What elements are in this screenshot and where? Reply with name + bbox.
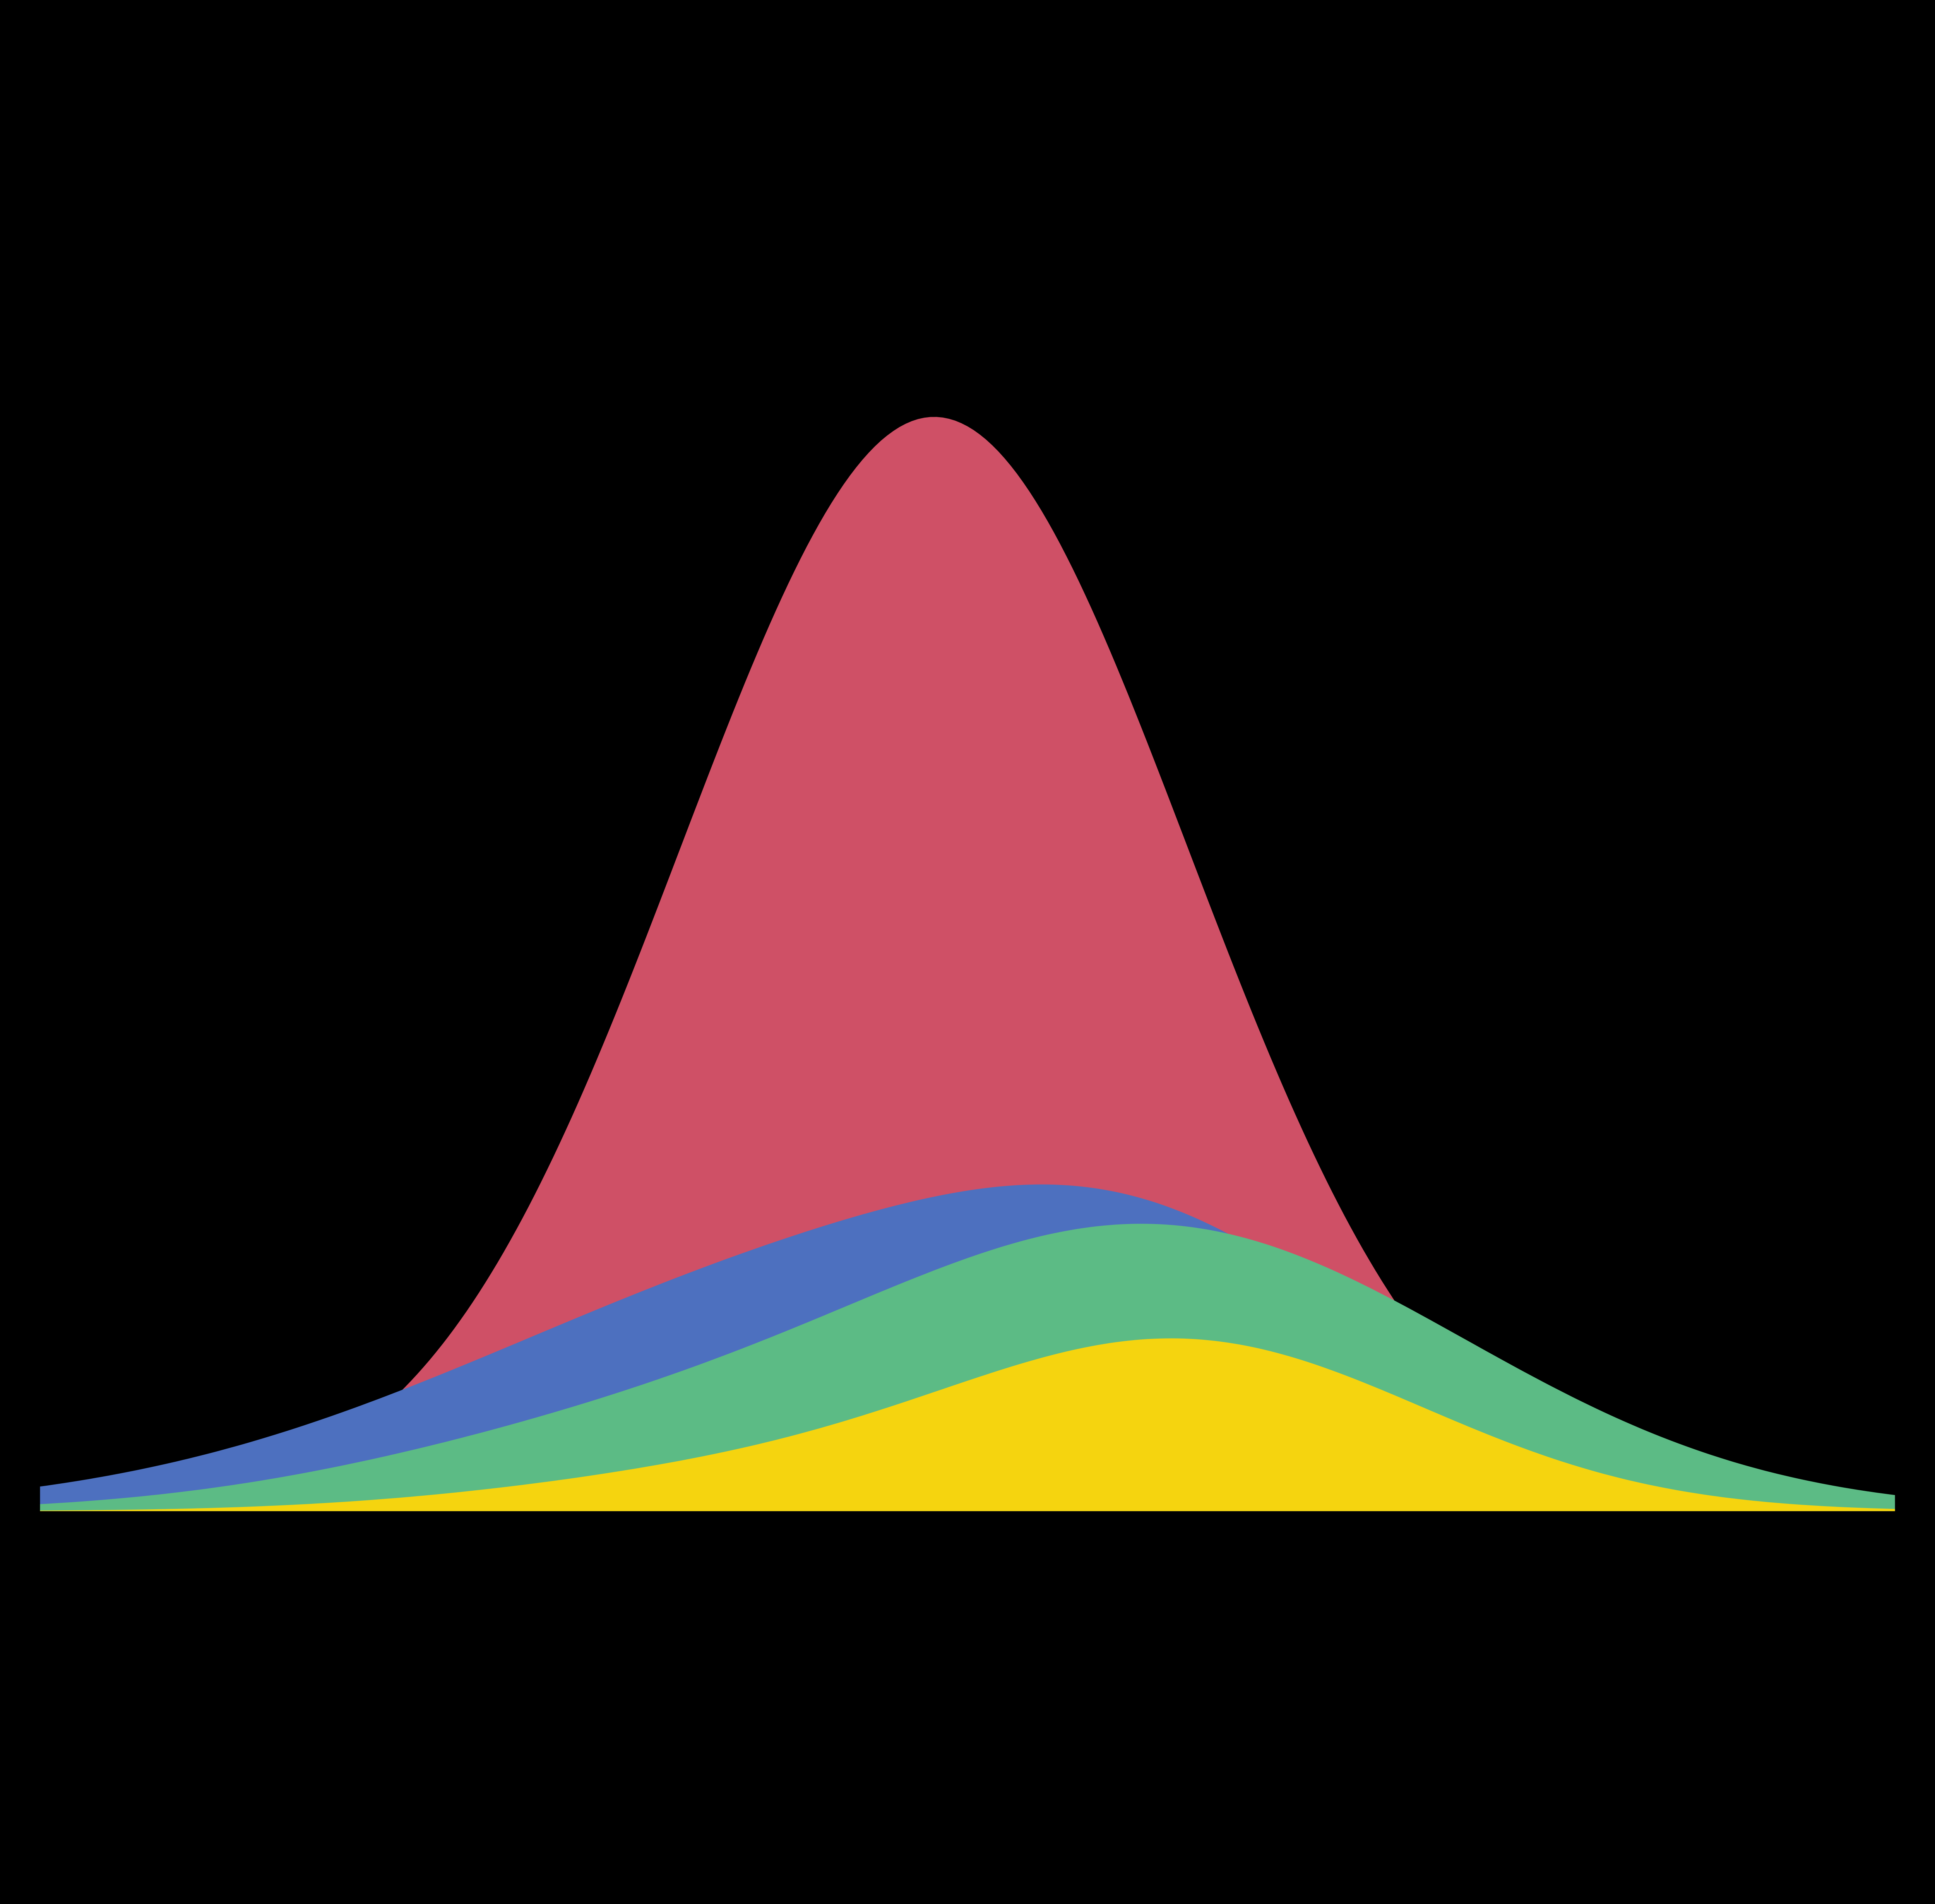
density-chart	[0, 0, 1935, 1904]
density-chart-container	[0, 0, 1935, 1904]
